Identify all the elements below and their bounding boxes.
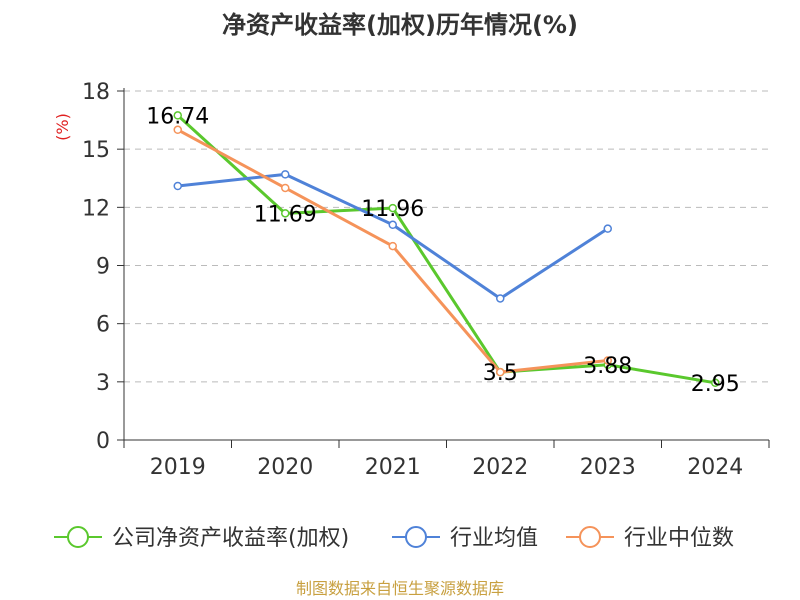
y-tick-label: 3 [96, 371, 110, 396]
x-tick-label: 2023 [580, 455, 636, 480]
series-line-0 [176, 114, 716, 385]
legend-label: 行业均值 [450, 526, 538, 551]
source-note: 制图数据来自恒生聚源数据库 [296, 579, 504, 598]
series-line-2 [177, 128, 608, 374]
data-point [281, 170, 290, 179]
x-tick-label: 2022 [472, 455, 528, 480]
data-label: 11.69 [254, 202, 317, 227]
x-tick-label: 2021 [365, 455, 421, 480]
series-line-1 [177, 172, 609, 300]
series-lines [173, 111, 720, 388]
legend-label: 行业中位数 [624, 526, 734, 551]
x-tick-label: 2024 [687, 455, 743, 480]
data-point [496, 367, 505, 377]
data-label: 3.88 [583, 354, 632, 379]
y-tick-label: 15 [82, 138, 110, 163]
data-point [173, 111, 182, 120]
data-label: 11.96 [361, 197, 424, 222]
y-tick-label: 9 [96, 255, 110, 280]
legend-swatch-icon [579, 526, 601, 548]
y-axis-label: (%) [53, 113, 72, 141]
data-point [603, 356, 612, 365]
data-label: 16.74 [146, 104, 209, 129]
data-point [603, 224, 612, 233]
data-label: 2.95 [691, 372, 740, 397]
data-point [281, 183, 290, 193]
gridlines [124, 90, 769, 383]
data-label: 3.5 [483, 361, 518, 386]
y-tick-label: 12 [82, 196, 110, 221]
data-labels: 16.74 11.69 11.96 3.5 3.88 2.95 [146, 104, 739, 396]
legend-item-0[interactable]: 公司净资产收益率(加权) [54, 526, 349, 551]
x-tick-label: 2019 [150, 455, 206, 480]
y-tick-label: 0 [96, 429, 110, 454]
legend-swatch-icon [405, 526, 427, 548]
data-point [388, 241, 397, 251]
axes: 0 3 6 9 12 15 18 2019 2020 2021 2022 2023 2024 [82, 80, 770, 480]
legend-item-1[interactable]: 行业均值 [392, 526, 538, 551]
data-point [388, 203, 397, 213]
data-point [173, 181, 182, 191]
x-tick-label: 2020 [257, 455, 313, 480]
data-point [281, 209, 290, 218]
y-tick-label: 18 [82, 80, 110, 105]
data-point [173, 125, 182, 135]
data-point [388, 220, 397, 230]
legend-label: 公司净资产收益率(加权) [112, 526, 349, 551]
legend-swatch-icon [67, 526, 89, 548]
y-tick-label: 6 [96, 313, 110, 338]
legend: 公司净资产收益率(加权) 行业均值 行业中位数 [54, 526, 734, 551]
data-point [711, 378, 720, 388]
legend-item-2[interactable]: 行业中位数 [566, 526, 734, 551]
chart-title: 净资产收益率(加权)历年情况(%) [222, 11, 578, 39]
data-point [496, 294, 505, 303]
